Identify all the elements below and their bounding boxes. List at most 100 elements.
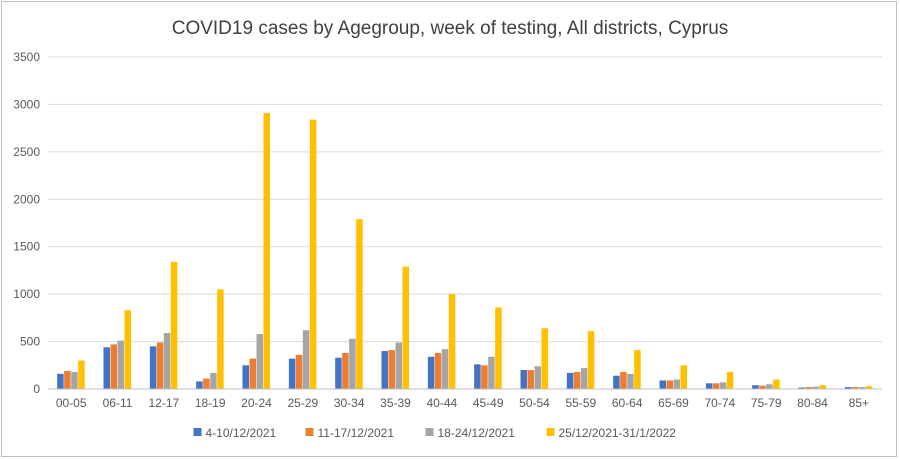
bar: [566, 372, 574, 389]
bar: [541, 328, 548, 389]
legend-label: 25/12/2021-31/1/2022: [559, 426, 677, 440]
bar: [110, 344, 117, 389]
bar: [335, 357, 342, 389]
bar: [349, 338, 356, 389]
bar: [666, 380, 673, 389]
bar: [217, 289, 224, 389]
bar: [712, 383, 720, 389]
bar: [580, 368, 588, 389]
bar: [288, 358, 296, 389]
legend: 4-10/12/2021 11-17/12/2021 18-24/12/2021 25…: [193, 426, 677, 440]
bar: [124, 310, 131, 389]
bar: [57, 373, 64, 389]
bar: [627, 373, 634, 389]
x-tick-label: 50-54: [519, 396, 550, 410]
bars: [57, 112, 873, 390]
y-axis-ticks: 0 500 1000 1500 2000 2500 3000 3500: [13, 50, 40, 396]
x-tick-label: 30-34: [334, 396, 365, 410]
bar: [170, 261, 178, 389]
bar: [210, 372, 217, 389]
bar: [381, 351, 388, 389]
bar: [488, 356, 495, 389]
bar: [798, 387, 805, 389]
bar: [773, 379, 780, 389]
bar: [759, 385, 766, 389]
bar: [263, 112, 270, 390]
bar: [309, 119, 317, 389]
bar: [673, 379, 680, 389]
y-tick-label: 2000: [13, 192, 40, 206]
bar: [249, 358, 256, 389]
x-tick-label: 20-24: [241, 396, 272, 410]
x-tick-label: 25-29: [287, 396, 318, 410]
bar: [203, 378, 210, 389]
y-tick-label: 0: [33, 382, 40, 396]
x-tick-label: 65-69: [658, 396, 689, 410]
bar: [342, 352, 349, 389]
bar: [858, 387, 866, 389]
bar: [812, 386, 819, 389]
bar: [103, 347, 110, 389]
bar: [156, 342, 164, 389]
y-tick-label: 1000: [13, 287, 40, 301]
bar: [865, 386, 873, 389]
bar: [256, 333, 263, 389]
x-tick-label: 70-74: [704, 396, 735, 410]
bar: [659, 380, 666, 389]
legend-label: 18-24/12/2021: [438, 426, 516, 440]
bar: [163, 333, 171, 389]
bar: [495, 307, 502, 389]
x-tick-label: 45-49: [473, 396, 504, 410]
bar: [613, 375, 620, 389]
bar: [573, 371, 581, 389]
y-tick-label: 3000: [13, 97, 40, 111]
bar: [680, 365, 687, 389]
bar: [242, 365, 249, 389]
bar: [295, 354, 303, 389]
bar: [474, 364, 481, 389]
bar: [844, 387, 852, 389]
bar: [805, 387, 812, 389]
bar: [388, 350, 395, 389]
legend-swatch: [425, 428, 434, 436]
bar: [434, 352, 442, 389]
y-tick-label: 3500: [13, 50, 40, 64]
bar: [726, 371, 734, 389]
y-tick-label: 2500: [13, 145, 40, 159]
legend-swatch: [193, 428, 202, 436]
x-tick-label: 55-59: [565, 396, 596, 410]
bar: [117, 340, 124, 389]
x-tick-label: 40-44: [426, 396, 457, 410]
bar: [527, 370, 534, 389]
bar: [587, 331, 595, 389]
x-tick-label: 80-84: [797, 396, 828, 410]
x-axis-ticks: 00-05 06-11 12-17 18-19 20-24 25-29 30-34 35-39…: [56, 396, 869, 410]
bar: [302, 330, 310, 389]
bar: [634, 350, 641, 389]
bar: [448, 294, 456, 389]
bar: [520, 370, 527, 389]
bar: [766, 384, 773, 389]
bar: [819, 385, 826, 389]
bar: [71, 371, 78, 389]
legend-swatch: [546, 428, 555, 436]
x-tick-label: 00-05: [56, 396, 87, 410]
bar: [534, 366, 541, 389]
gridlines: [48, 56, 882, 343]
legend-label: 11-17/12/2021: [318, 426, 395, 440]
x-tick-label: 85+: [849, 396, 869, 410]
chart-title: COVID19 cases by Agegroup, week of testi…: [172, 18, 729, 39]
bar: [356, 219, 363, 389]
bar: [395, 342, 402, 389]
bar: [851, 387, 859, 389]
x-tick-label: 60-64: [612, 396, 643, 410]
legend-label: 4-10/12/2021: [206, 426, 277, 440]
bar: [196, 381, 203, 389]
x-tick-label: 06-11: [103, 396, 133, 410]
bar: [427, 356, 435, 389]
bar: [752, 385, 759, 389]
y-tick-label: 500: [20, 335, 40, 349]
bar: [64, 370, 71, 389]
bar: [620, 371, 627, 389]
